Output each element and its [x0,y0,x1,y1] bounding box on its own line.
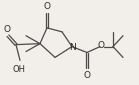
Text: O: O [44,2,50,11]
Text: N: N [70,43,76,52]
Text: O: O [84,71,90,80]
Text: O: O [97,41,105,50]
Text: O: O [3,25,11,34]
Text: OH: OH [13,65,25,74]
